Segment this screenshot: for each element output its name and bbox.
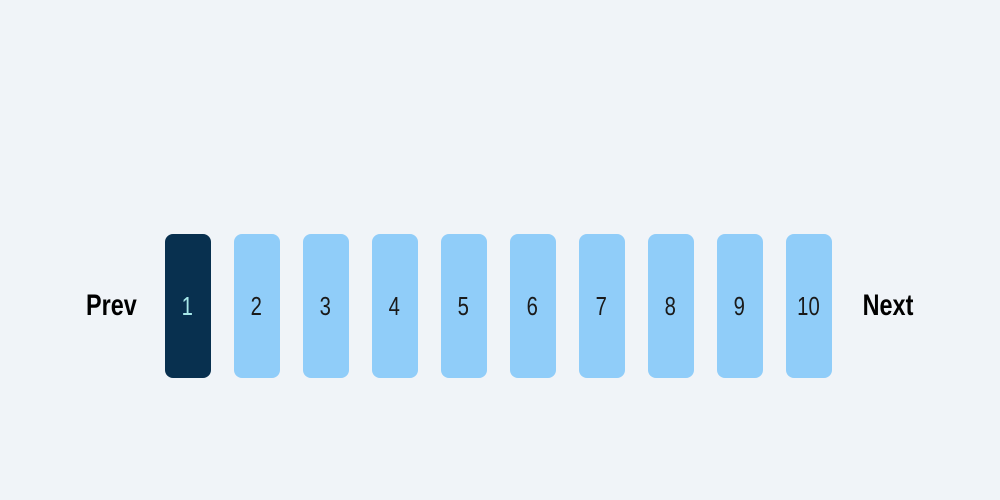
page-number: 7 bbox=[595, 291, 608, 321]
page-button-2[interactable]: 2 bbox=[233, 234, 280, 378]
pagination: Prev 1 2 3 4 5 6 7 8 9 10 Next bbox=[0, 234, 1000, 378]
page-number: 5 bbox=[457, 291, 470, 321]
page-number: 10 bbox=[797, 291, 820, 321]
next-button[interactable]: Next bbox=[862, 289, 913, 322]
page-number: 1 bbox=[181, 291, 194, 321]
page-number: 9 bbox=[733, 291, 746, 321]
page-number: 6 bbox=[526, 291, 539, 321]
page-button-3[interactable]: 3 bbox=[302, 234, 349, 378]
page-number: 4 bbox=[388, 291, 401, 321]
prev-button[interactable]: Prev bbox=[85, 289, 137, 322]
page-button-4[interactable]: 4 bbox=[371, 234, 418, 378]
page-button-1[interactable]: 1 bbox=[164, 234, 211, 378]
page-number: 8 bbox=[664, 291, 677, 321]
page-button-9[interactable]: 9 bbox=[716, 234, 763, 378]
page-number: 3 bbox=[319, 291, 332, 321]
page-button-10[interactable]: 10 bbox=[785, 234, 832, 378]
page-button-8[interactable]: 8 bbox=[647, 234, 694, 378]
page-button-7[interactable]: 7 bbox=[578, 234, 625, 378]
page-button-5[interactable]: 5 bbox=[440, 234, 487, 378]
page-list: 1 2 3 4 5 6 7 8 9 10 bbox=[164, 234, 832, 378]
page-number: 2 bbox=[250, 291, 263, 321]
page-button-6[interactable]: 6 bbox=[509, 234, 556, 378]
